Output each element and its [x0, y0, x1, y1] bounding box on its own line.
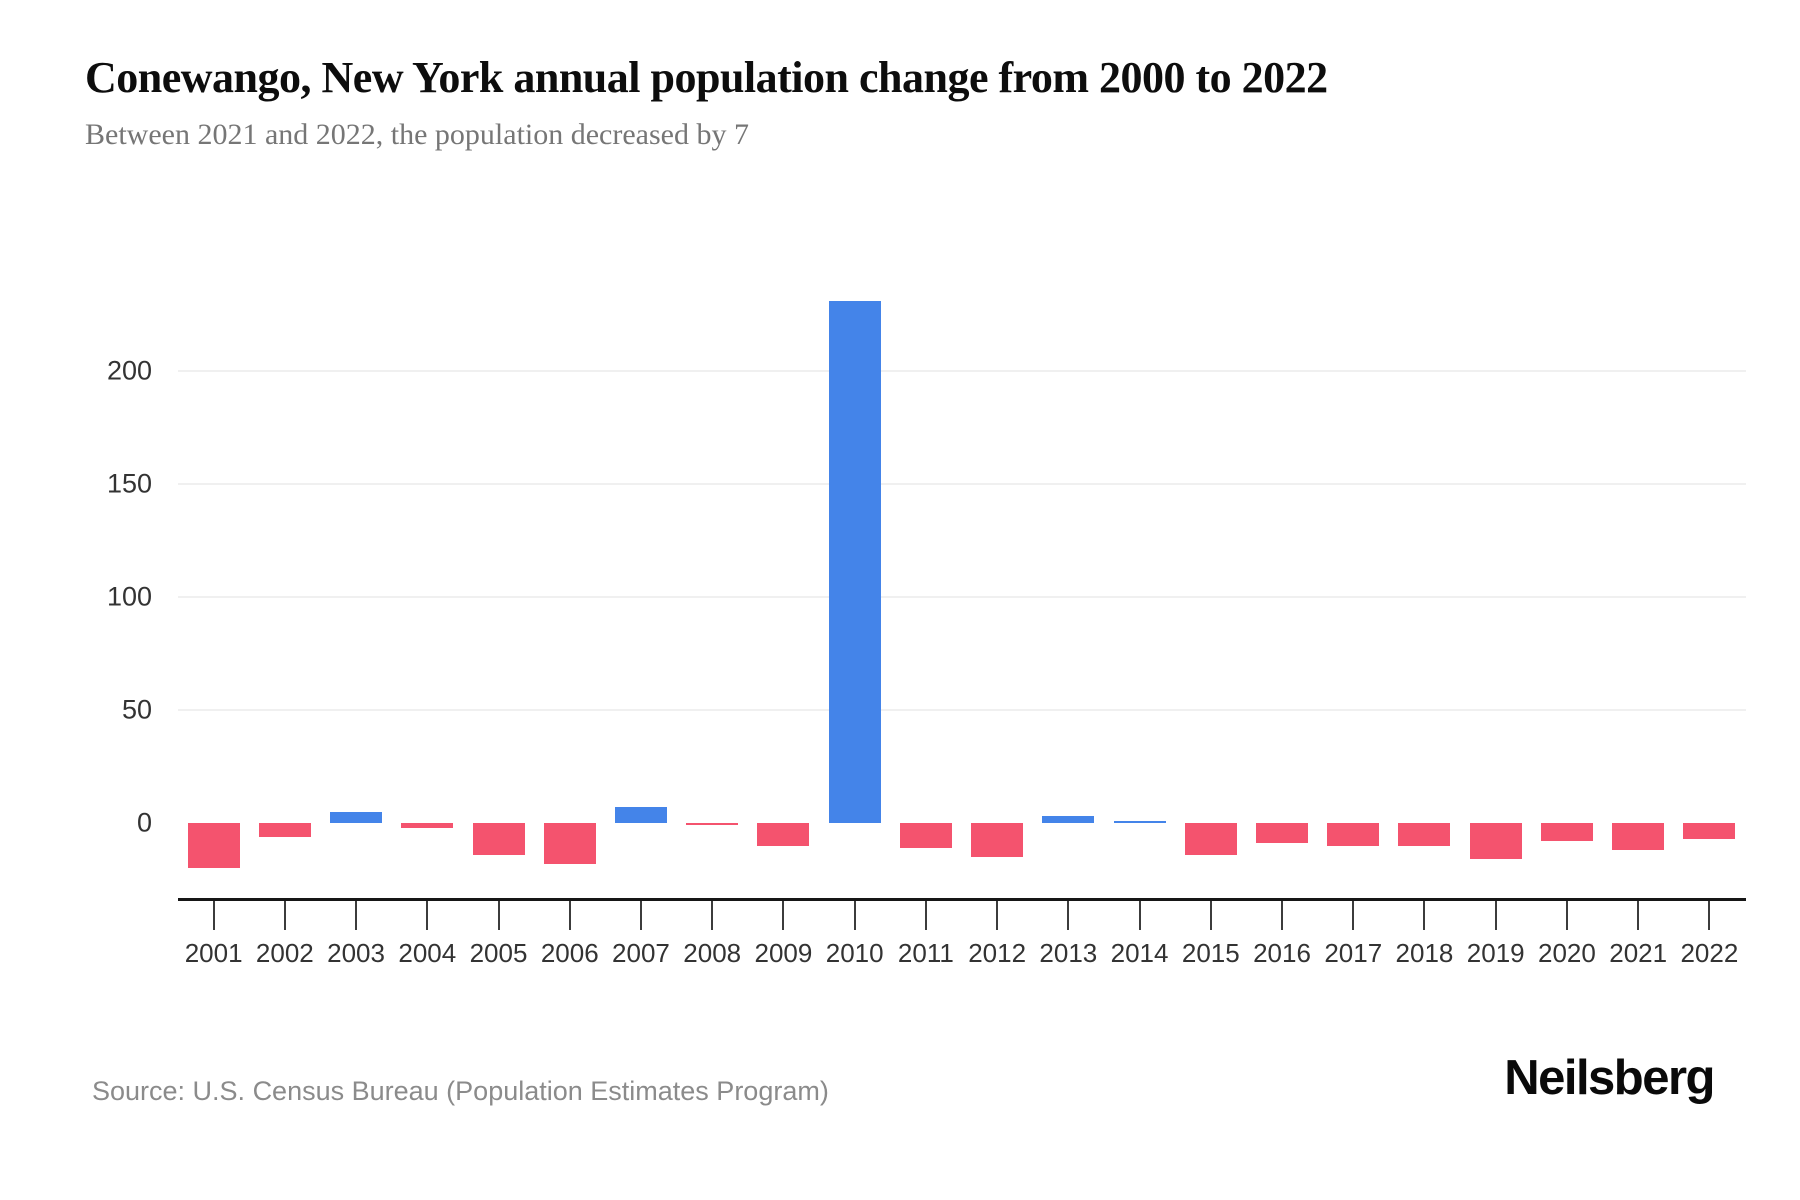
gridline-150 [178, 483, 1746, 485]
x-tick-2017 [1352, 900, 1355, 930]
x-tick-2008 [711, 900, 714, 930]
chart-title: Conewango, New York annual population ch… [85, 53, 1328, 102]
x-axis-label-2005: 2005 [469, 938, 528, 968]
bar-2017[interactable] [1327, 823, 1380, 846]
brand-logo: Neilsberg [1504, 1051, 1715, 1105]
y-axis-label-150: 150 [106, 468, 152, 499]
bar-2009[interactable] [757, 823, 810, 846]
x-axis-label-2001: 2001 [184, 938, 243, 968]
x-tick-2019 [1494, 900, 1497, 930]
x-tick-2020 [1565, 900, 1568, 930]
gridline-100 [178, 596, 1746, 598]
x-tick-2010 [853, 900, 856, 930]
x-axis-label-2015: 2015 [1181, 938, 1240, 968]
x-axis-label-2010: 2010 [825, 938, 884, 968]
x-tick-2016 [1281, 900, 1284, 930]
x-axis-label-2012: 2012 [968, 938, 1027, 968]
bar-2014[interactable] [1113, 820, 1166, 823]
bar-2010[interactable] [828, 300, 881, 823]
bar-2018[interactable] [1398, 823, 1451, 846]
x-tick-2014 [1138, 900, 1141, 930]
bar-2004[interactable] [401, 823, 454, 828]
x-tick-2021 [1637, 900, 1640, 930]
bar-2011[interactable] [899, 823, 952, 848]
x-axis-label-2017: 2017 [1324, 938, 1383, 968]
bar-2021[interactable] [1612, 823, 1665, 851]
x-tick-2022 [1708, 900, 1711, 930]
bar-2008[interactable] [686, 823, 739, 826]
bar-2003[interactable] [330, 811, 383, 823]
x-axis-label-2018: 2018 [1395, 938, 1454, 968]
bar-2022[interactable] [1683, 823, 1736, 839]
x-tick-2015 [1209, 900, 1212, 930]
x-tick-2006 [568, 900, 571, 930]
bar-2012[interactable] [971, 823, 1024, 857]
bar-2020[interactable] [1540, 823, 1593, 842]
x-axis-label-2019: 2019 [1466, 938, 1525, 968]
x-axis-label-2008: 2008 [683, 938, 742, 968]
x-axis-label-2020: 2020 [1538, 938, 1596, 968]
x-axis-line [178, 898, 1746, 901]
x-tick-2013 [1067, 900, 1070, 930]
x-tick-2004 [426, 900, 429, 930]
bar-2015[interactable] [1184, 823, 1237, 855]
x-axis-label-2007: 2007 [612, 938, 670, 968]
x-axis-label-2004: 2004 [398, 938, 457, 968]
x-tick-2002 [283, 900, 286, 930]
x-tick-2005 [497, 900, 500, 930]
bar-2016[interactable] [1256, 823, 1309, 844]
bar-2001[interactable] [187, 823, 240, 869]
bar-chart-plot-area: 0 50 100 150 200 2001 2002 2003 2004 2005 2006 2007… [106, 300, 1746, 968]
x-axis-label-2016: 2016 [1253, 938, 1311, 968]
chart-subtitle: Between 2021 and 2022, the population de… [85, 118, 749, 151]
x-axis-label-2003: 2003 [327, 938, 385, 968]
source-note: Source: U.S. Census Bureau (Population E… [92, 1076, 829, 1106]
x-axis-label-2002: 2002 [255, 938, 314, 968]
x-axis-label-2021: 2021 [1609, 938, 1668, 968]
x-tick-2012 [996, 900, 999, 930]
y-axis-label-200: 200 [106, 355, 152, 386]
bar-2006[interactable] [543, 823, 596, 864]
bar-2019[interactable] [1469, 823, 1522, 860]
bar-2005[interactable] [472, 823, 525, 855]
x-axis-label-2011: 2011 [897, 938, 954, 968]
x-axis-label-2013: 2013 [1039, 938, 1098, 968]
bar-2007[interactable] [614, 807, 667, 823]
x-tick-2001 [212, 900, 215, 930]
x-axis-label-2022: 2022 [1680, 938, 1739, 968]
x-tick-2007 [639, 900, 642, 930]
y-axis-label-50: 50 [121, 694, 152, 725]
x-axis-label-2009: 2009 [754, 938, 813, 968]
y-axis-label-100: 100 [106, 581, 152, 612]
gridline-50 [178, 709, 1746, 711]
bar-2013[interactable] [1042, 816, 1095, 823]
y-axis-label-0: 0 [136, 807, 152, 838]
gridline-200 [178, 370, 1746, 372]
x-tick-2009 [782, 900, 785, 930]
x-tick-2018 [1423, 900, 1426, 930]
bar-2002[interactable] [258, 823, 311, 837]
x-axis-label-2006: 2006 [540, 938, 599, 968]
x-axis-label-2014: 2014 [1110, 938, 1169, 968]
x-tick-2003 [355, 900, 358, 930]
x-tick-2011 [924, 900, 927, 930]
